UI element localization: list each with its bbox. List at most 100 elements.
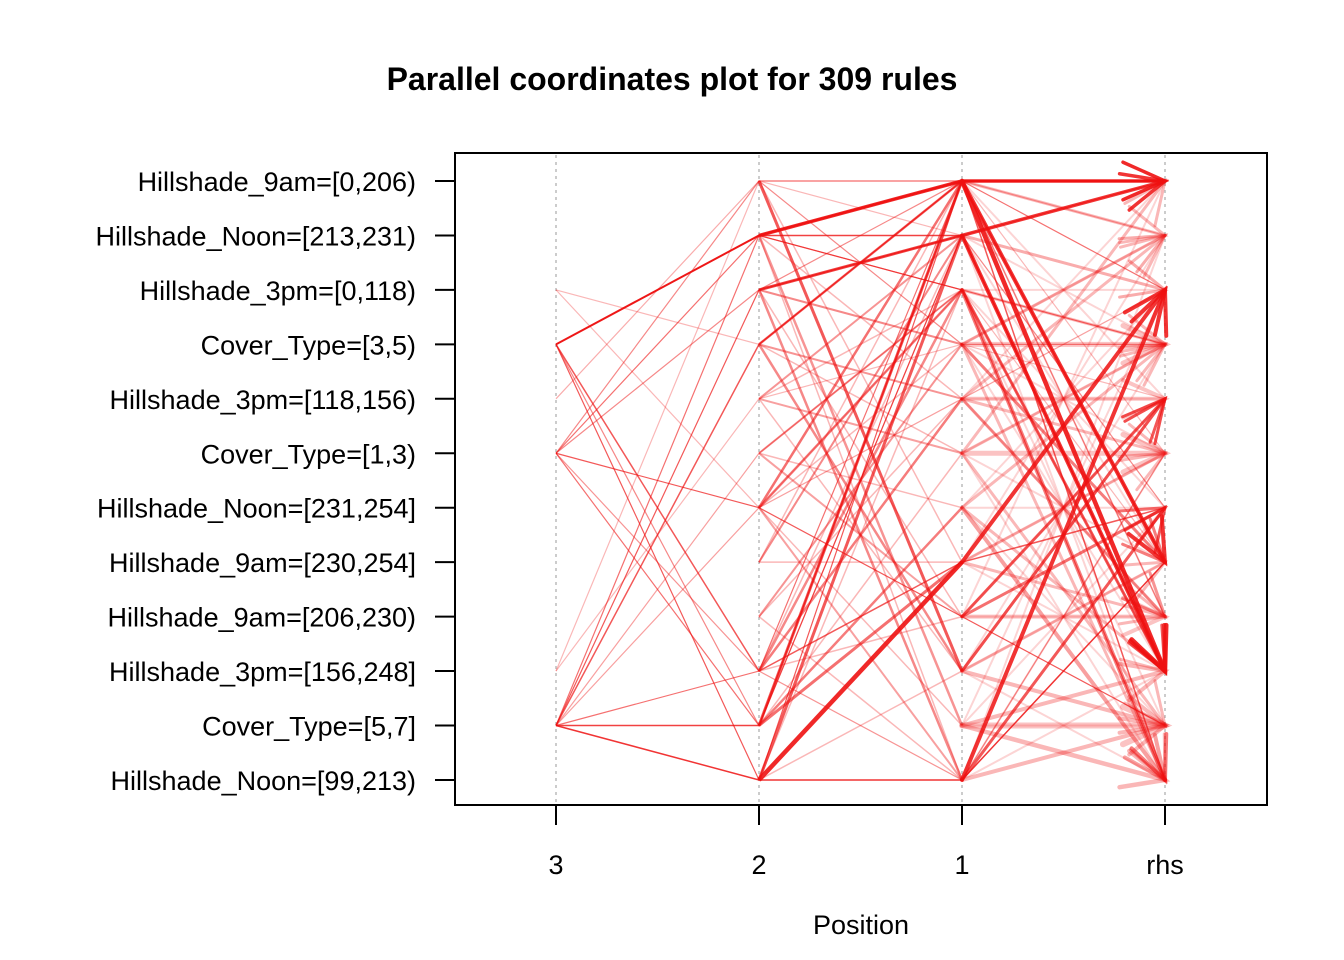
rhs-arrow-head-21: [1119, 342, 1168, 387]
plot-frame: [454, 152, 1268, 806]
rule-segment: [758, 670, 963, 781]
rhs-arrow-line-13: [960, 397, 1167, 619]
rhs-arrow-head-30: [1120, 595, 1170, 638]
rhs-arrow-head-24: [1117, 661, 1170, 703]
rhs-arrow-head-9: [1121, 396, 1168, 444]
rhs-arrow-line-18: [960, 342, 1167, 455]
rhs-arrow-head-22: [1117, 451, 1169, 492]
rhs-arrow-line-19: [960, 397, 1167, 455]
rule-segment: [961, 180, 1166, 400]
y-tick-label: Hillshade_3pm=[118,156): [110, 385, 416, 415]
rhs-arrow-head-13: [1121, 571, 1168, 620]
y-tick-label: Hillshade_3pm=[156,248]: [109, 657, 416, 687]
pair-rule-7: [758, 289, 963, 455]
rhs-arrow-head-18: [1117, 342, 1169, 383]
x-tick-label-2: 2: [751, 850, 766, 880]
rhs-arrow-line-24: [960, 669, 1167, 728]
pair-rule-20: [757, 343, 964, 672]
rhs-arrow-line-1: [960, 179, 1167, 238]
rhs-arrow-line-9: [960, 397, 1167, 619]
rhs-arrow-line-38: [960, 179, 1167, 455]
y-axis: Hillshade_9am=[0,206) Hillshade_Noon=[213…: [96, 167, 455, 796]
rule-segment: [961, 452, 1166, 781]
rhs-arrow-line-29: [960, 233, 1167, 292]
rhs-arrow-head-17: [1117, 233, 1169, 274]
y-tick-label: Hillshade_Noon=[231,254]: [97, 494, 416, 524]
x-axis-label: Position: [813, 910, 909, 940]
rhs-arrow-line-33: [960, 179, 1167, 237]
rhs-arrow-line-35: [960, 723, 1167, 782]
rhs-arrow-head-39: [1128, 732, 1167, 784]
pair-rule-2: [758, 288, 963, 346]
rhs-arrow-head-31: [1120, 378, 1170, 420]
y-tick-label: Cover_Type=[1,3): [201, 439, 416, 469]
rhs-arrow-head-27: [1120, 431, 1172, 475]
rhs-arrow-line-39: [960, 342, 1167, 782]
rule-lines-layer: [555, 160, 1173, 790]
rhs-arrow-head-16: [1117, 748, 1171, 790]
rhs-arrow-head-37: [1119, 628, 1168, 674]
pair-rule-10: [758, 234, 963, 563]
rhs-arrow-head-12: [1121, 517, 1168, 565]
rule-segment: [961, 452, 1166, 781]
pair-rule-4: [758, 343, 963, 400]
rhs-arrow-line-15: [960, 505, 1167, 782]
y-tick-label: Hillshade_9am=[0,206): [138, 167, 416, 197]
rhs-arrow-head-25: [1119, 233, 1168, 278]
rhs-arrow-head-1: [1117, 172, 1170, 212]
rhs-arrow-line-7: [960, 287, 1167, 565]
x-axis: 3 2 1 rhs: [548, 805, 1184, 880]
rhs-arrow-line-22: [960, 451, 1167, 564]
rhs-arrow-head-15: [1122, 733, 1168, 784]
rhs-arrow-line-21: [960, 342, 1167, 510]
rhs-arrow-line-32: [960, 288, 1167, 346]
pair-rule-23: [757, 180, 964, 672]
rhs-arrow-head-33: [1118, 204, 1169, 245]
y-tick-label: Cover_Type=[3,5): [201, 330, 416, 360]
y-tick-label: Hillshade_9am=[206,230): [108, 603, 416, 633]
rhs-arrow-head-38: [1123, 178, 1168, 228]
rhs-arrow-head-32: [1118, 313, 1169, 354]
x-tick-label-3: 3: [548, 850, 563, 880]
rhs-arrow-head-5: [1127, 623, 1167, 675]
rhs-arrow-head-11: [1117, 505, 1169, 546]
rule-line-7: [555, 561, 1166, 781]
rhs-arrow-line-34: [960, 560, 1167, 673]
rhs-arrow-head-26: [1120, 323, 1172, 366]
pair-rule-16: [757, 560, 964, 782]
x-tick-label-1: 1: [954, 850, 969, 880]
x-tick-label-rhs: rhs: [1146, 850, 1184, 880]
pair-rule-21: [757, 234, 964, 726]
rhs-arrow-line-2: [960, 179, 1167, 565]
rhs-arrow-head-14: [1129, 731, 1169, 785]
rule-segment: [961, 234, 1166, 346]
rhs-arrow-head-29: [1118, 259, 1169, 299]
pair-rule-8: [757, 180, 964, 509]
rule-line-5: [555, 180, 1166, 617]
rhs-arrow-head-34: [1117, 560, 1169, 601]
rhs-arrow-line-36: [960, 560, 1167, 619]
rhs-arrow-line-16: [959, 723, 1168, 783]
pair-rule-0: [758, 179, 963, 238]
y-tick-label: Hillshade_9am=[230,254]: [109, 548, 416, 578]
y-tick-label: Cover_Type=[5,7]: [202, 712, 416, 742]
rhs-arrow-head-36: [1118, 586, 1169, 626]
rhs-arrow-line-5: [960, 288, 1167, 673]
pair-rule-24: [757, 289, 964, 781]
y-tick-label: Hillshade_Noon=[213,231): [96, 221, 416, 251]
y-tick-label: Hillshade_3pm=[0,118): [140, 276, 416, 306]
rhs-arrow-line-37: [960, 506, 1167, 673]
rhs-arrow-line-14: [960, 287, 1167, 782]
rhs-arrow-head-19: [1118, 422, 1169, 462]
rule-segment: [961, 670, 1166, 781]
pair-rule-3: [758, 180, 963, 346]
chart-title: Parallel coordinates plot for 309 rules: [387, 61, 958, 97]
rule-segment: [961, 180, 1166, 400]
grid-layer: [555, 155, 1166, 803]
rule-segment: [961, 507, 1166, 727]
rhs-arrow-head-28: [1119, 703, 1173, 748]
pair-rule-22: [758, 507, 963, 781]
rhs-arrow-line-23: [960, 451, 1167, 727]
pair-rule-18: [758, 506, 963, 727]
